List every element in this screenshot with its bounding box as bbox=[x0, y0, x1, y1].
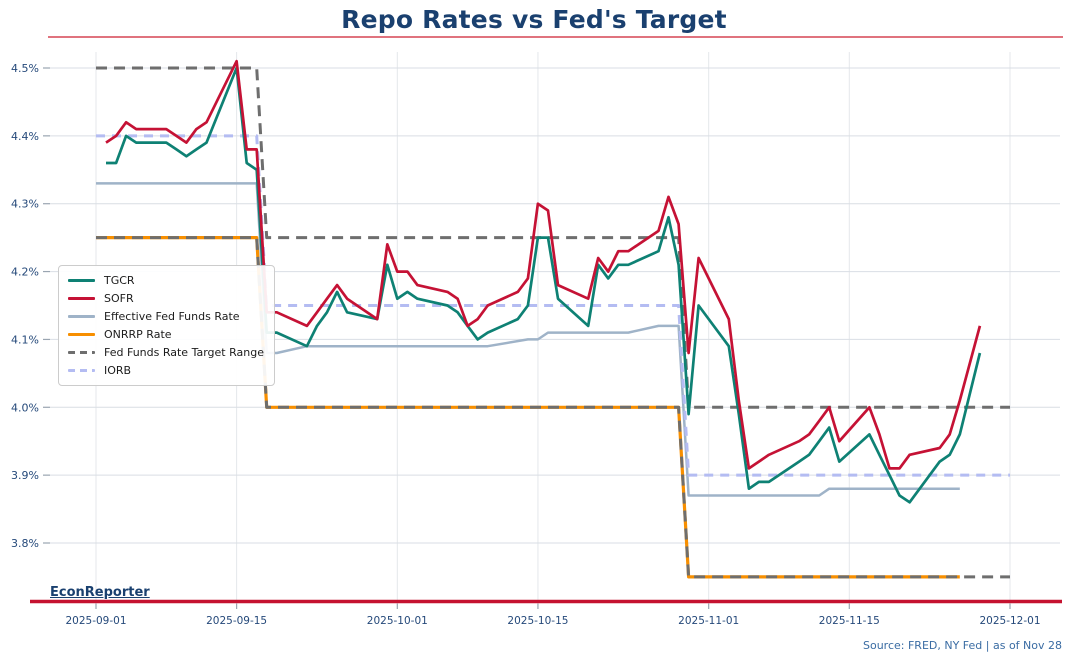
x-tick-label: 2025-10-15 bbox=[507, 615, 568, 627]
x-tick-label: 2025-12-01 bbox=[979, 615, 1040, 627]
legend-item: Fed Funds Rate Target Range bbox=[68, 346, 264, 359]
title-underline bbox=[48, 36, 1063, 38]
y-tick-label: 3.9% bbox=[11, 469, 39, 482]
legend-swatch-solid-line bbox=[68, 296, 95, 301]
y-tick-label: 4.3% bbox=[11, 198, 39, 211]
legend-swatch-dashed-line bbox=[68, 368, 95, 373]
series-fed-funds-target-upper bbox=[96, 66, 1010, 409]
watermark: EconReporter bbox=[50, 585, 150, 600]
y-tick-label: 4.4% bbox=[11, 130, 39, 143]
y-tick-label: 4.1% bbox=[11, 333, 39, 346]
x-tick-label: 2025-11-15 bbox=[819, 615, 880, 627]
legend-swatch-dashed-line bbox=[68, 350, 95, 355]
source-note: Source: FRED, NY Fed | as of Nov 28 bbox=[862, 639, 1062, 652]
series-fed-funds-target-lower bbox=[96, 236, 1010, 579]
y-tick-label: 4.2% bbox=[11, 266, 39, 279]
legend-label: Effective Fed Funds Rate bbox=[104, 310, 240, 323]
legend-label: IORB bbox=[104, 364, 132, 377]
y-tick-label: 4.0% bbox=[11, 401, 39, 414]
y-tick-label: 3.8% bbox=[11, 537, 39, 550]
legend-item: TGCR bbox=[68, 274, 264, 287]
legend-label: SOFR bbox=[104, 292, 134, 305]
series-sofr bbox=[105, 59, 982, 470]
legend-item: IORB bbox=[68, 364, 264, 377]
chart-title: Repo Rates vs Fed's Target bbox=[341, 5, 727, 34]
x-tick-label: 2025-09-01 bbox=[65, 615, 126, 627]
x-tick-label: 2025-09-15 bbox=[206, 615, 267, 627]
legend-swatch-solid-line bbox=[68, 314, 95, 319]
legend: TGCR SOFR Effective Fed Funds Rate ONRRP Ra… bbox=[58, 265, 275, 386]
legend-item: Effective Fed Funds Rate bbox=[68, 310, 264, 323]
legend-swatch-solid-line bbox=[68, 332, 95, 337]
legend-swatch-solid-line bbox=[68, 278, 95, 283]
x-tick-label: 2025-10-01 bbox=[367, 615, 428, 627]
legend-label: Fed Funds Rate Target Range bbox=[104, 346, 264, 359]
legend-item: SOFR bbox=[68, 292, 264, 305]
x-tick-label: 2025-11-01 bbox=[678, 615, 739, 627]
series-tgcr bbox=[106, 66, 982, 504]
series-iorb bbox=[96, 134, 1010, 477]
legend-label: TGCR bbox=[104, 274, 135, 287]
y-tick-label: 4.5% bbox=[11, 62, 39, 75]
legend-label: ONRRP Rate bbox=[104, 328, 172, 341]
legend-item: ONRRP Rate bbox=[68, 328, 264, 341]
